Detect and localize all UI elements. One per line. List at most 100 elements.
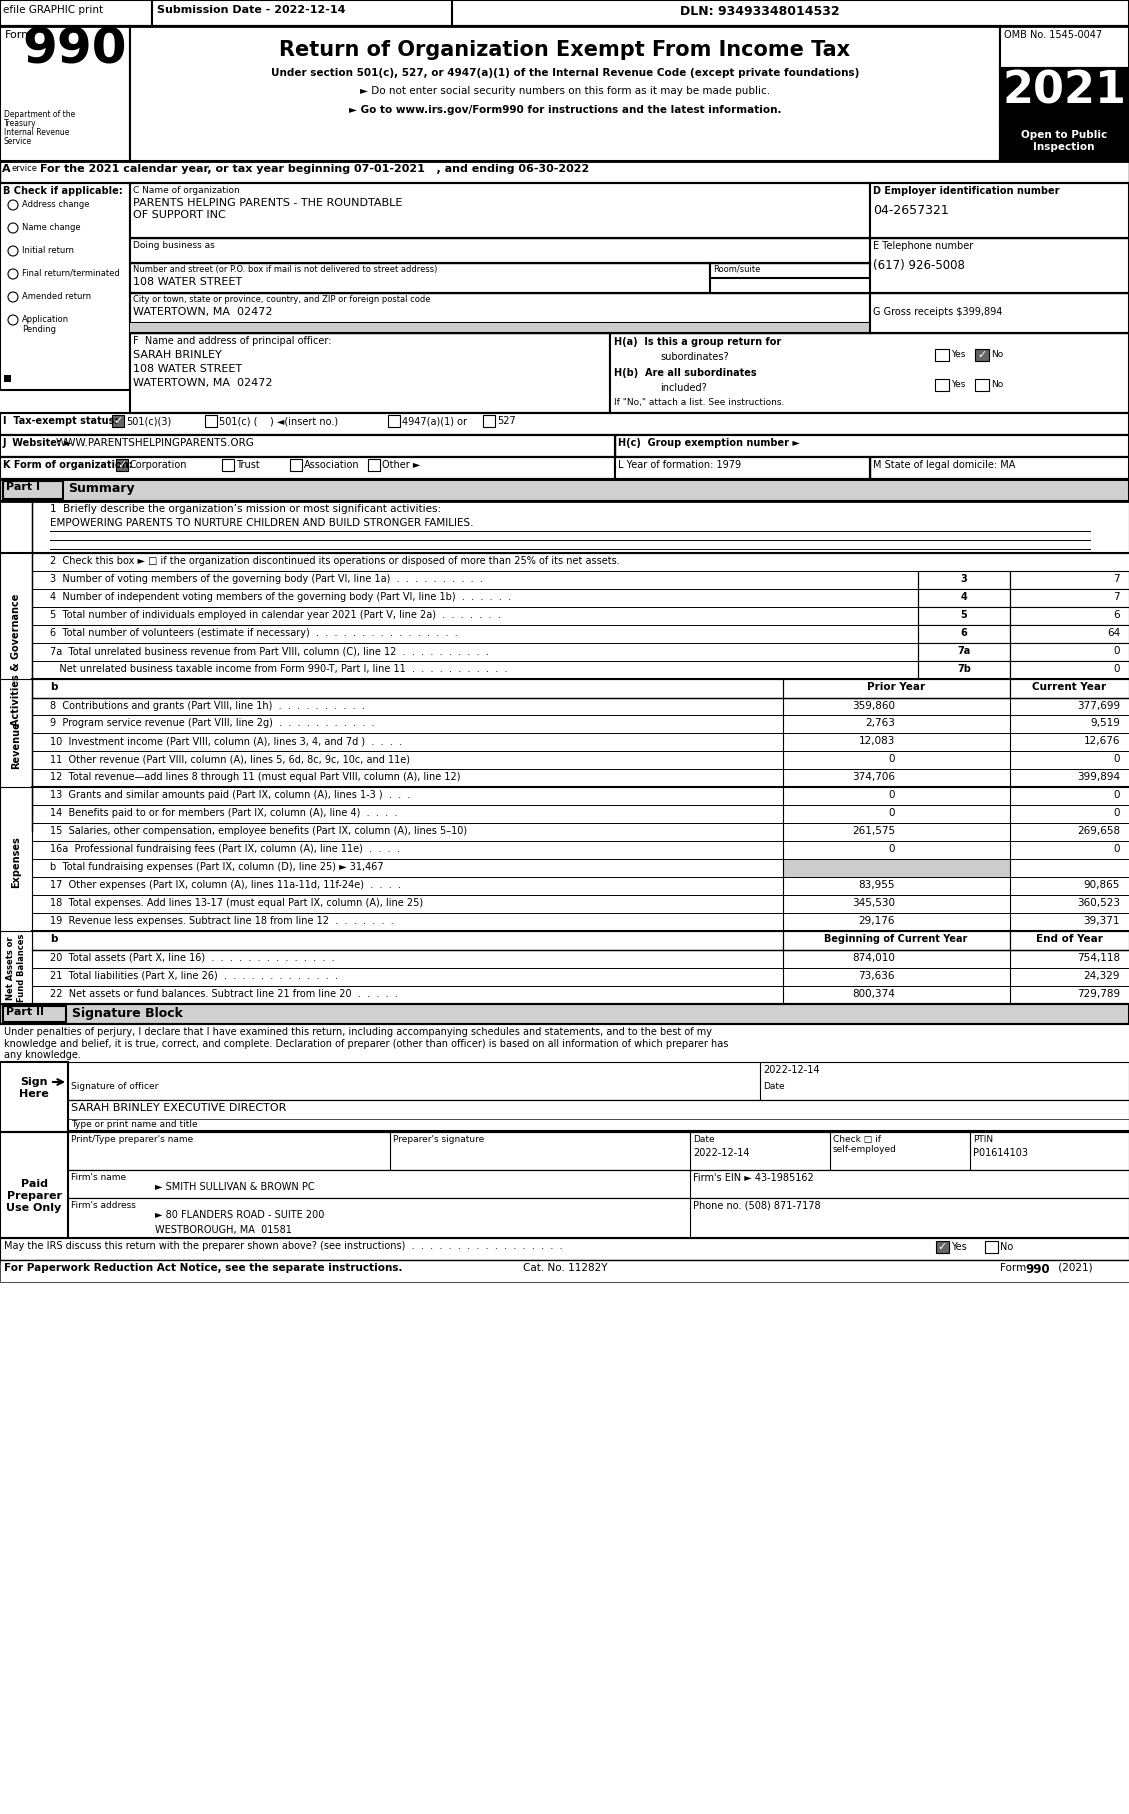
- Text: End of Year: End of Year: [1035, 934, 1102, 943]
- Text: M State of legal domicile: MA: M State of legal domicile: MA: [873, 461, 1015, 470]
- Text: 0: 0: [1113, 791, 1120, 800]
- Bar: [0, 457, 615, 479]
- Bar: [290, 459, 301, 472]
- Text: 359,860: 359,860: [852, 700, 895, 711]
- Bar: [975, 379, 989, 392]
- Text: 4947(a)(1) or: 4947(a)(1) or: [402, 415, 467, 426]
- Text: Expenses: Expenses: [11, 836, 21, 887]
- Text: 2021: 2021: [1003, 71, 1126, 112]
- Text: 345,530: 345,530: [852, 898, 895, 909]
- Text: subordinates?: subordinates?: [660, 352, 728, 363]
- Text: 12,676: 12,676: [1084, 736, 1120, 746]
- Bar: [0, 479, 1129, 501]
- Bar: [1010, 590, 1129, 608]
- Text: 12,083: 12,083: [859, 736, 895, 746]
- Text: Return of Organization Exempt From Income Tax: Return of Organization Exempt From Incom…: [280, 40, 850, 60]
- Bar: [483, 415, 495, 426]
- Text: 0: 0: [889, 791, 895, 800]
- Text: I  Tax-exempt status:: I Tax-exempt status:: [3, 415, 119, 426]
- Text: No: No: [1000, 1243, 1013, 1252]
- Text: WATERTOWN, MA  02472: WATERTOWN, MA 02472: [133, 377, 272, 388]
- Text: Form: Form: [5, 31, 33, 40]
- Text: Firm's name: Firm's name: [71, 1174, 126, 1183]
- Bar: [32, 501, 1129, 553]
- Text: Department of the: Department of the: [5, 111, 76, 120]
- Bar: [784, 860, 1010, 876]
- Text: May the IRS discuss this return with the preparer shown above? (see instructions: May the IRS discuss this return with the…: [5, 1241, 562, 1252]
- Text: 12  Total revenue—add lines 8 through 11 (must equal Part VIII, column (A), line: 12 Total revenue—add lines 8 through 11 …: [50, 773, 461, 782]
- Bar: [0, 1061, 68, 1152]
- Text: Number and street (or P.O. box if mail is not delivered to street address): Number and street (or P.O. box if mail i…: [133, 265, 437, 274]
- Text: 729,789: 729,789: [1077, 989, 1120, 1000]
- Text: (617) 926-5008: (617) 926-5008: [873, 259, 965, 272]
- Bar: [0, 435, 615, 457]
- Text: Open to Public
Inspection: Open to Public Inspection: [1021, 131, 1108, 152]
- Text: 7a  Total unrelated business revenue from Part VIII, column (C), line 12  .  .  : 7a Total unrelated business revenue from…: [50, 646, 489, 657]
- Bar: [130, 25, 1000, 161]
- Text: 90,865: 90,865: [1084, 880, 1120, 891]
- Text: 15  Salaries, other compensation, employee benefits (Part IX, column (A), lines : 15 Salaries, other compensation, employe…: [50, 825, 467, 836]
- Bar: [784, 931, 1010, 951]
- Text: ervice: ervice: [11, 163, 37, 172]
- Text: Firm's EIN ► 43-1985162: Firm's EIN ► 43-1985162: [693, 1174, 814, 1183]
- Text: E Telephone number: E Telephone number: [873, 241, 973, 250]
- Text: Cat. No. 11282Y: Cat. No. 11282Y: [523, 1263, 607, 1273]
- Text: Name change: Name change: [21, 223, 80, 232]
- Text: 6: 6: [961, 628, 968, 639]
- Bar: [984, 1241, 998, 1253]
- Text: Room/suite: Room/suite: [714, 265, 760, 274]
- Text: 39,371: 39,371: [1084, 916, 1120, 925]
- Text: 800,374: 800,374: [852, 989, 895, 1000]
- Bar: [0, 787, 32, 941]
- Text: Type or print name and title: Type or print name and title: [71, 1119, 198, 1128]
- Text: WESTBOROUGH, MA  01581: WESTBOROUGH, MA 01581: [155, 1224, 292, 1235]
- Text: 10  Investment income (Part VIII, column (A), lines 3, 4, and 7d )  .  .  .  .: 10 Investment income (Part VIII, column …: [50, 736, 402, 746]
- Text: 21  Total liabilities (Part X, line 26)  .  .  .  .  .  .  .  .  .  .  .  .  .: 21 Total liabilities (Part X, line 26) .…: [50, 970, 338, 981]
- Text: included?: included?: [660, 383, 707, 394]
- Text: A: A: [2, 163, 10, 174]
- Text: 501(c)(3): 501(c)(3): [126, 415, 172, 426]
- Bar: [918, 626, 1010, 642]
- Bar: [0, 0, 152, 25]
- Text: b  Total fundraising expenses (Part IX, column (D), line 25) ► 31,467: b Total fundraising expenses (Part IX, c…: [50, 862, 384, 873]
- Bar: [68, 1132, 1129, 1170]
- Text: J  Website: ►: J Website: ►: [3, 437, 72, 448]
- Text: SARAH BRINLEY: SARAH BRINLEY: [133, 350, 221, 359]
- Text: Association: Association: [304, 461, 360, 470]
- Text: 0: 0: [1113, 844, 1120, 854]
- Text: Revenue: Revenue: [11, 722, 21, 769]
- Text: 4: 4: [961, 591, 968, 602]
- Text: 990: 990: [21, 25, 126, 74]
- Text: WWW.PARENTSHELPINGPARENTS.ORG: WWW.PARENTSHELPINGPARENTS.ORG: [56, 437, 255, 448]
- Bar: [0, 1003, 1129, 1023]
- Bar: [1010, 571, 1129, 590]
- Text: F  Name and address of principal officer:: F Name and address of principal officer:: [133, 336, 332, 346]
- Text: P01614103: P01614103: [973, 1148, 1029, 1157]
- Bar: [368, 459, 380, 472]
- Bar: [870, 183, 1129, 238]
- Text: OF SUPPORT INC: OF SUPPORT INC: [133, 210, 226, 219]
- Text: 5: 5: [961, 610, 968, 620]
- Text: 399,894: 399,894: [1077, 773, 1120, 782]
- Text: Signature Block: Signature Block: [72, 1007, 183, 1019]
- Text: 990: 990: [1025, 1263, 1050, 1275]
- Text: 754,118: 754,118: [1077, 952, 1120, 963]
- Text: 19  Revenue less expenses. Subtract line 18 from line 12  .  .  .  .  .  .  .: 19 Revenue less expenses. Subtract line …: [50, 916, 394, 925]
- Bar: [0, 1261, 1129, 1282]
- Text: 7a: 7a: [957, 646, 971, 657]
- Bar: [130, 263, 710, 294]
- Text: B Check if applicable:: B Check if applicable:: [3, 187, 123, 196]
- Text: 3: 3: [961, 573, 968, 584]
- Text: ► Do not enter social security numbers on this form as it may be made public.: ► Do not enter social security numbers o…: [360, 85, 770, 96]
- Text: ✓: ✓: [937, 1243, 946, 1252]
- Text: H(a)  Is this a group return for: H(a) Is this a group return for: [614, 337, 781, 346]
- Bar: [0, 183, 130, 390]
- Text: Check □ if
self-employed: Check □ if self-employed: [833, 1136, 896, 1154]
- Text: 5  Total number of individuals employed in calendar year 2021 (Part V, line 2a) : 5 Total number of individuals employed i…: [50, 610, 501, 620]
- Text: Amended return: Amended return: [21, 292, 91, 301]
- Text: Summary: Summary: [68, 483, 134, 495]
- Bar: [5, 375, 11, 383]
- Text: Under penalties of perjury, I declare that I have examined this return, includin: Under penalties of perjury, I declare th…: [5, 1027, 728, 1059]
- Text: 64: 64: [1106, 628, 1120, 639]
- Bar: [388, 415, 400, 426]
